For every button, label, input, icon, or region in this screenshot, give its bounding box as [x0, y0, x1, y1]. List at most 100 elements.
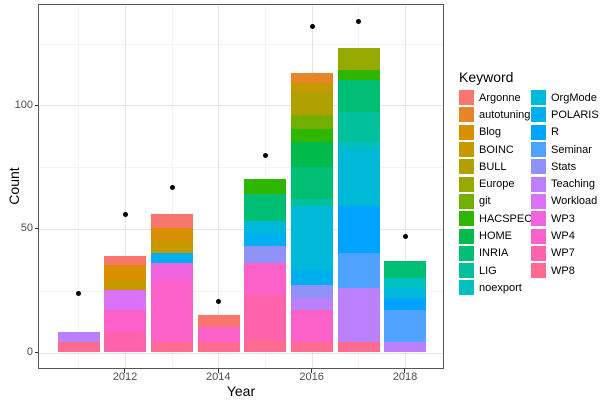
bar-segment-2016-autotuning	[291, 72, 334, 83]
legend-label: git	[479, 195, 491, 208]
legend-item-WP4: WP4	[531, 227, 600, 244]
x-tick	[217, 369, 219, 373]
bar-segment-2013-POLARIS	[151, 253, 194, 263]
legend-item-WP7: WP7	[531, 245, 600, 262]
legend-key-git	[459, 193, 474, 209]
legend-label: R	[551, 126, 559, 139]
legend-key-Europe	[459, 176, 474, 192]
legend-item-HOME: HOME	[459, 227, 531, 244]
legend-label: BOINC	[479, 143, 514, 156]
bar-segment-2016-POLARIS	[291, 270, 334, 286]
legend-label: INRIA	[479, 247, 509, 260]
legend-key-HACSPECIS	[459, 211, 474, 227]
bar-segment-2018-Seminar	[384, 309, 427, 343]
legend-key-BOINC	[459, 142, 474, 158]
legend-item-INRIA: INRIA	[459, 245, 531, 262]
data-point-2017	[356, 19, 362, 25]
y-tick-label: 100	[14, 98, 33, 111]
bar-segment-2012-BOINC	[104, 280, 147, 291]
legend-label: Europe	[479, 178, 515, 191]
legend-item-BULL: BULL	[459, 158, 531, 175]
bar-segment-2017-LIG	[337, 112, 380, 142]
gridline-y-major	[39, 352, 443, 354]
bar-segment-2015-WP8	[244, 339, 287, 352]
legend-label: Seminar	[551, 143, 592, 156]
bar-segment-2016-git	[291, 114, 334, 130]
legend-label: HACSPECIS	[479, 212, 543, 225]
bar-segment-2017-Europe	[337, 47, 380, 71]
legend-label: WP4	[551, 230, 575, 243]
legend-item-WP8: WP8	[531, 262, 600, 279]
gridline-y-major	[39, 105, 443, 107]
legend-item-Blog: Blog	[459, 124, 531, 141]
legend-title: Keyword	[459, 69, 514, 85]
y-tick	[34, 352, 38, 353]
bar-2012	[104, 255, 147, 352]
gridline-x-minor	[78, 5, 80, 368]
chart-panel	[38, 4, 444, 369]
y-tick-label: 50	[20, 222, 33, 235]
bar-segment-2014-WP8	[197, 342, 240, 352]
bar-segment-2018-INRIA	[384, 260, 427, 278]
bar-segment-2017-WP8	[337, 342, 380, 352]
bar-segment-2013-WP4	[151, 280, 194, 343]
data-point-2012	[122, 212, 128, 218]
x-tick-label: 2018	[392, 371, 418, 383]
bar-segment-2012-Argonne	[104, 255, 147, 266]
x-tick	[124, 369, 126, 373]
bar-2015	[244, 178, 287, 352]
y-axis-title: Count	[6, 167, 22, 205]
data-point-2015	[262, 152, 268, 158]
bar-segment-2016-WP4	[291, 309, 334, 343]
bar-segment-2015-HACSPECIS	[244, 178, 287, 194]
legend-item-Argonne: Argonne	[459, 89, 531, 106]
bar-segment-2011-Teaching	[57, 332, 100, 343]
x-tick-label: 2014	[206, 371, 231, 383]
legend-item-BOINC: BOINC	[459, 141, 531, 158]
legend-label: Workload	[551, 195, 598, 208]
x-axis-title: Year	[226, 383, 256, 399]
legend-item-R: R	[531, 124, 600, 141]
legend-key-WP7	[531, 245, 546, 261]
legend-key-WP4	[531, 228, 546, 244]
bar-segment-2016-Teaching	[291, 297, 334, 310]
bar-segment-2015-OrgMode	[244, 220, 287, 234]
legend-label: WP8	[551, 264, 575, 277]
data-point-2016	[309, 24, 315, 30]
data-point-2011	[76, 291, 82, 297]
legend-key-BULL	[459, 159, 474, 175]
legend-key-HOME	[459, 228, 474, 244]
legend-item-Seminar: Seminar	[531, 141, 600, 158]
bar-segment-2016-Stats	[291, 285, 334, 298]
bar-segment-2012-WP7	[104, 332, 147, 352]
legend-item-git: git	[459, 193, 531, 210]
bar-segment-2011-WP8	[57, 342, 100, 352]
bar-segment-2015-WP7	[244, 295, 287, 340]
legend-item-Teaching: Teaching	[531, 175, 600, 192]
legend-label: WP3	[551, 212, 575, 225]
legend-item-autotuning: autotuning	[459, 106, 531, 123]
bar-2011	[57, 332, 100, 352]
bar-segment-2012-Workload	[104, 290, 147, 310]
bar-segment-2013-WP3	[151, 263, 194, 281]
legend-label: Stats	[551, 160, 577, 173]
bar-2018	[384, 260, 427, 352]
legend-key-Blog	[459, 124, 474, 140]
bar-segment-2016-BOINC	[291, 82, 334, 93]
legend-key-R	[531, 124, 546, 140]
bar-segment-2016-BULL	[291, 92, 334, 115]
legend-label: Blog	[479, 126, 502, 139]
x-tick-label: 2012	[112, 371, 138, 383]
bar-segment-2017-Teaching	[337, 287, 380, 343]
legend-item-LIG: LIG	[459, 262, 531, 279]
bar-segment-2014-WP4	[197, 327, 240, 343]
bar-segment-2015-Stats	[244, 245, 287, 263]
gridline-y-major	[39, 228, 443, 230]
bar-segment-2013-Blog	[151, 228, 194, 241]
legend-item-HACSPECIS: HACSPECIS	[459, 210, 543, 227]
legend-label: HOME	[479, 230, 512, 243]
bar-segment-2017-noexport	[337, 141, 380, 150]
bar-segment-2015-POLARIS	[244, 233, 287, 246]
legend-key-Teaching	[531, 176, 546, 192]
